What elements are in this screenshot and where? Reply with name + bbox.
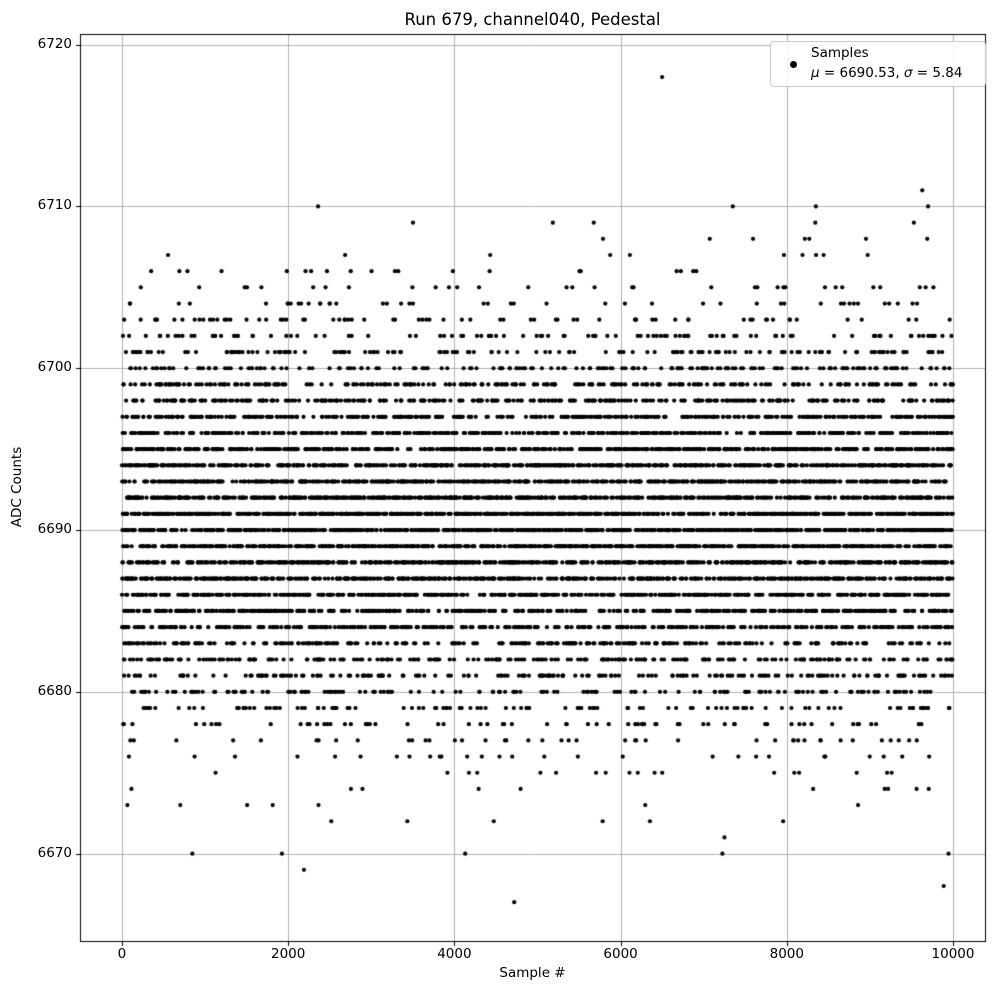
legend-stats-line: μ = 6690.53, σ = 5.84 [811, 65, 962, 81]
x-tick-label-2000: 2000 [270, 946, 306, 962]
legend: Samples μ = 6690.53, σ = 5.84 [770, 41, 986, 87]
chart-title: Run 679, channel040, Pedestal [404, 10, 661, 29]
y-tick-label-6670: 6670 [37, 844, 72, 861]
legend-series-label: Samples [811, 45, 869, 62]
x-tick-label-6000: 6000 [603, 946, 638, 962]
x-tick-label-0: 0 [117, 946, 127, 962]
x-tick-label-10000: 10000 [931, 946, 975, 962]
legend-sigma-symbol: σ [903, 65, 913, 81]
legend-mu-symbol: μ [811, 65, 820, 81]
y-tick-label-6680: 6680 [37, 682, 72, 699]
y-tick-label-6690: 6690 [37, 521, 72, 538]
legend-text: Samples μ = 6690.53, σ = 5.84 [811, 44, 962, 83]
x-axis-label: Sample # [499, 965, 566, 981]
y-tick-label-6710: 6710 [37, 197, 72, 214]
legend-sample-marker-icon [790, 60, 797, 68]
y-tick-label-6700: 6700 [37, 359, 72, 376]
x-tick-label-4000: 4000 [437, 946, 472, 962]
legend-mu-value: = 6690.53, [819, 65, 904, 81]
legend-sigma-value: = 5.84 [912, 65, 963, 81]
y-axis-label: ADC Counts [9, 446, 25, 528]
y-tick-label-6720: 6720 [37, 35, 72, 52]
x-tick-label-8000: 8000 [769, 946, 804, 962]
